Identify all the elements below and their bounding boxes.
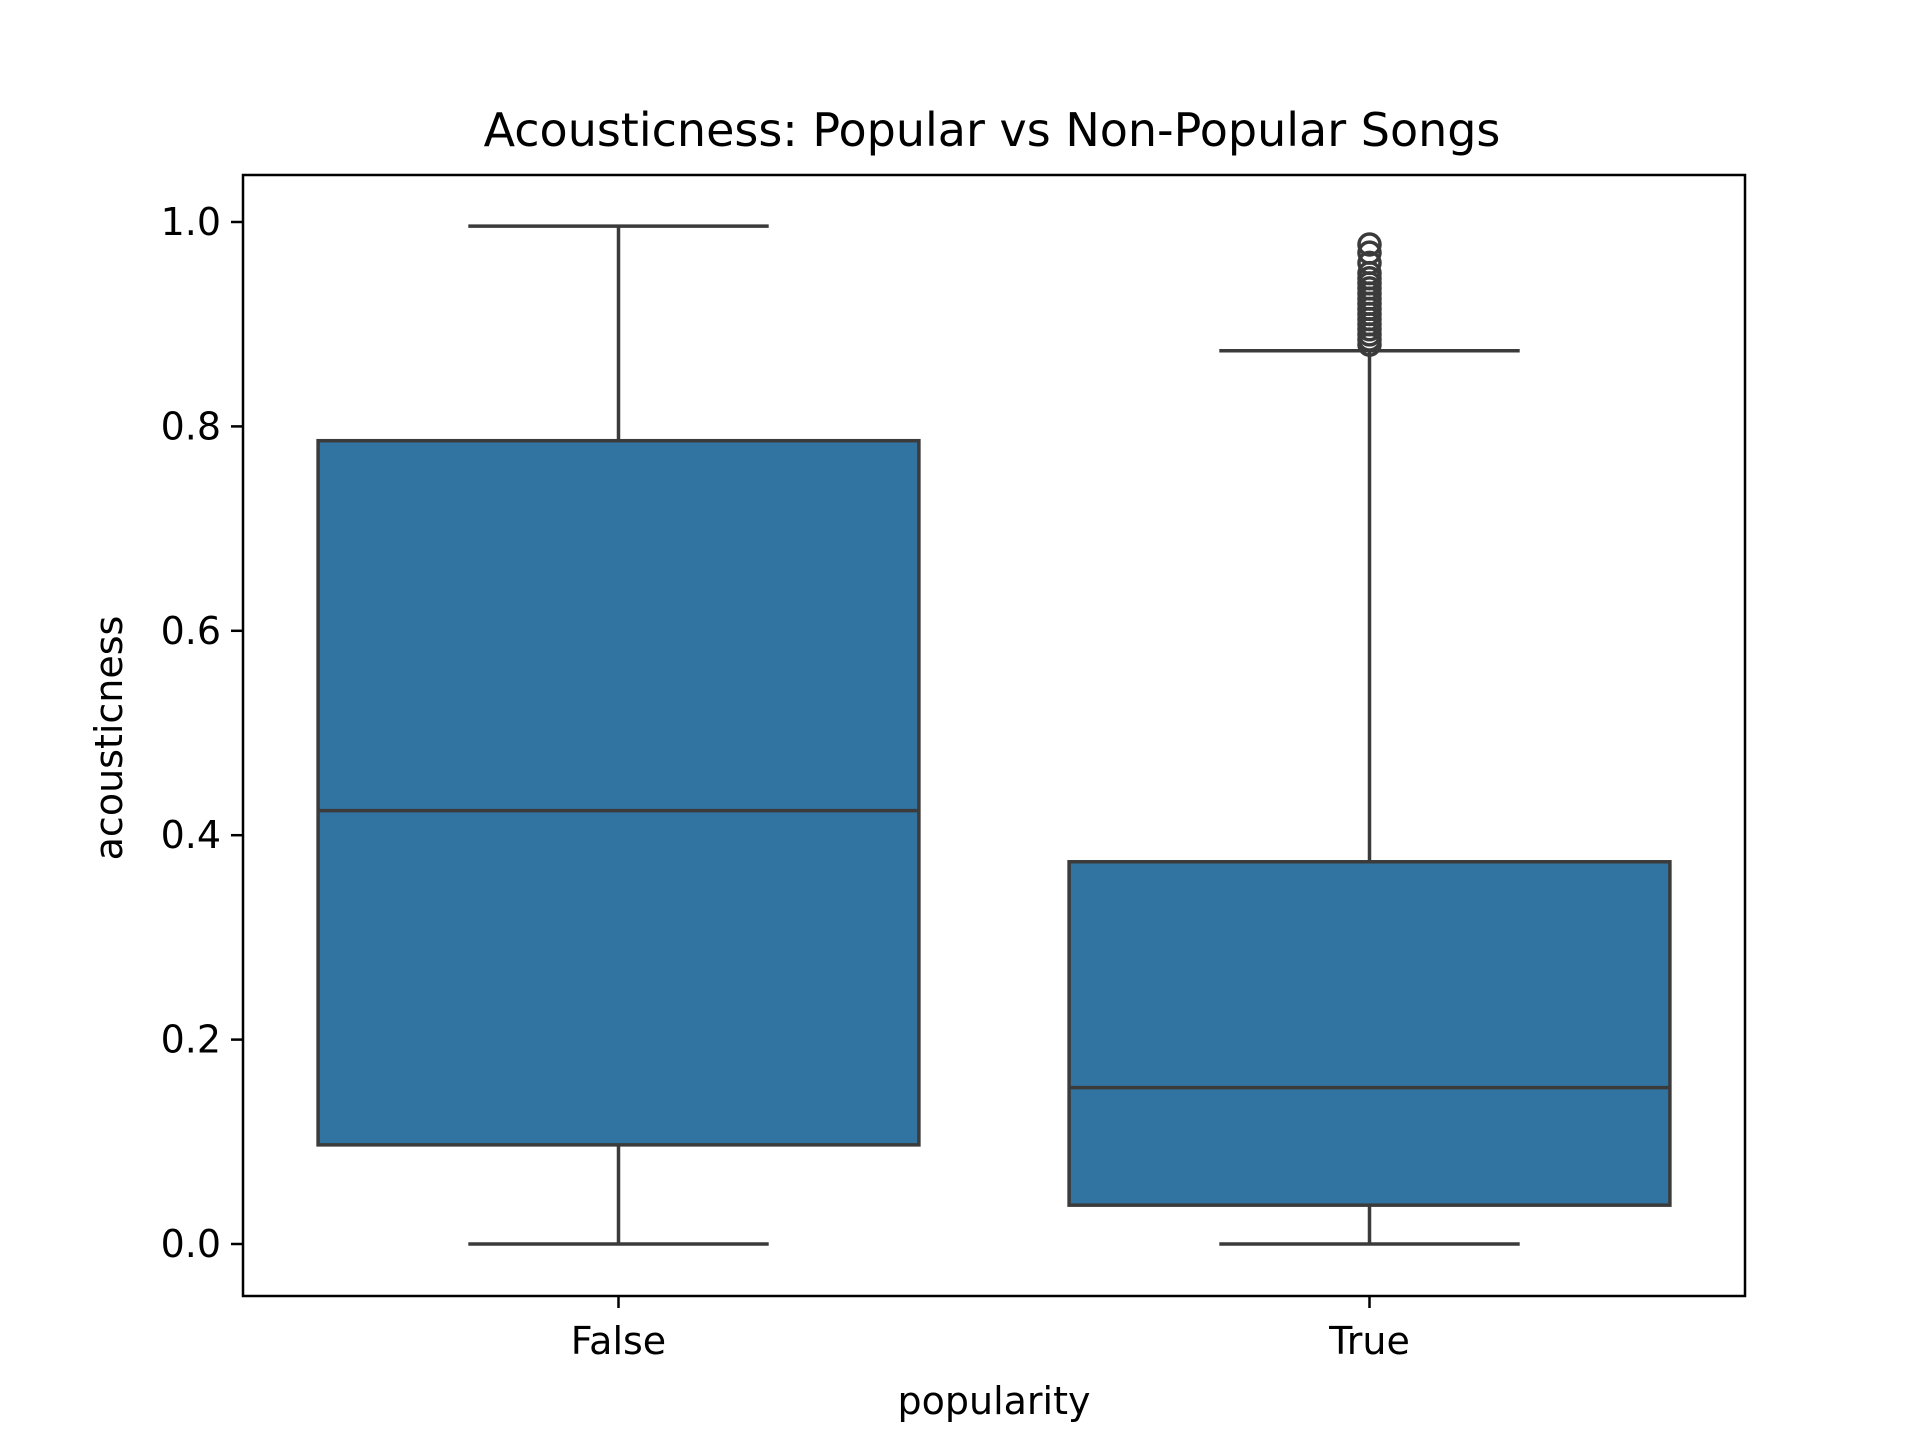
outlier-point: [1357, 240, 1382, 265]
outlier-point: [1357, 232, 1382, 257]
x-tick-label: True: [1328, 1319, 1410, 1363]
y-tick-label: 0.6: [161, 609, 221, 653]
outlier-point: [1357, 250, 1382, 276]
y-tick-label: 1.0: [161, 200, 221, 244]
box-iqr: [316, 438, 921, 1147]
y-axis-label: acousticness: [87, 616, 131, 861]
y-tick-label: 0.0: [161, 1222, 221, 1266]
plot-area: [316, 224, 1672, 1246]
box-group-false: [316, 224, 921, 1246]
box-group-true: [1067, 232, 1672, 1246]
x-tick-label: False: [571, 1319, 666, 1363]
y-tick-label: 0.8: [161, 404, 221, 448]
axes-frame: [241, 173, 1747, 1298]
x-axis-label: popularity: [898, 1379, 1091, 1423]
box-iqr: [1067, 860, 1672, 1207]
y-tick-label: 0.2: [161, 1018, 221, 1062]
y-tick-label: 0.4: [161, 813, 221, 857]
chart-title: Acousticness: Popular vs Non-Popular Son…: [484, 103, 1501, 157]
